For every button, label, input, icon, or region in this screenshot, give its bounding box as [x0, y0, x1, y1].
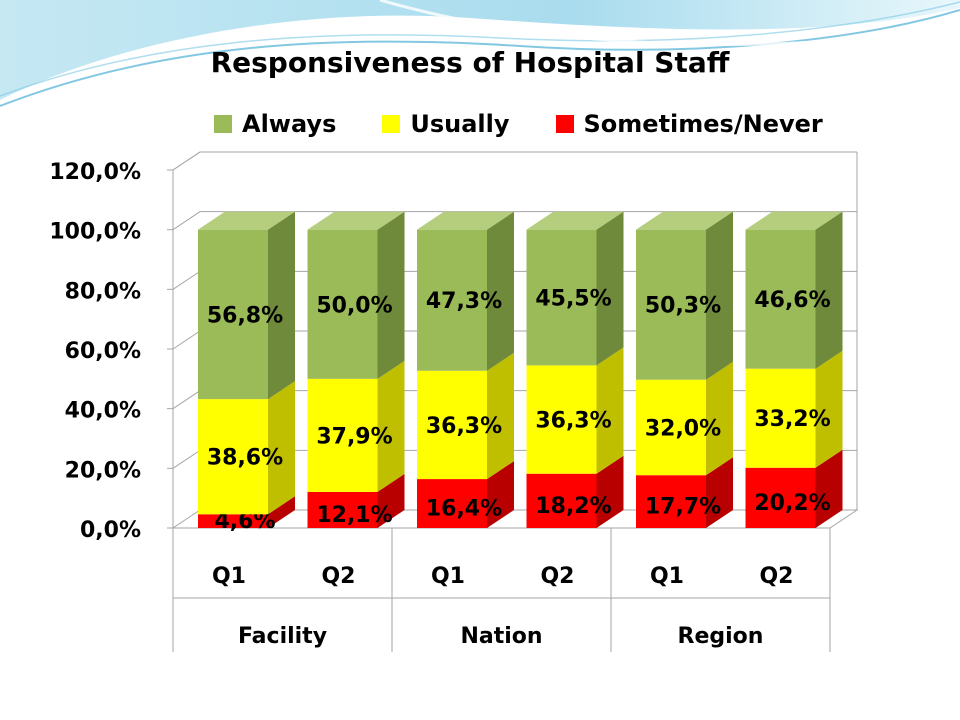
bar-segment-front — [198, 229, 268, 400]
bar-segment-front — [198, 399, 268, 515]
legend-item-usually: Usually — [382, 110, 510, 138]
bar-segment-side — [377, 360, 405, 492]
x-group-label: Facility — [238, 624, 327, 649]
bar-segment-front — [526, 229, 597, 366]
x-group-label: Region — [678, 624, 764, 649]
bar-segment-front — [526, 473, 597, 528]
x-category-label: Q2 — [321, 564, 355, 589]
bar-segment-side — [815, 449, 843, 528]
bar-segment-front — [307, 491, 378, 528]
data-label: 38,6% — [207, 446, 283, 471]
data-label: 47,3% — [426, 289, 502, 314]
y-tick-label: 0,0% — [80, 518, 141, 543]
bar-segment-front — [636, 475, 706, 528]
bar-segment-side — [268, 211, 295, 400]
bar-top — [307, 211, 405, 230]
bar-segment-side — [706, 361, 733, 476]
bar-top — [417, 211, 514, 230]
bar-segment-side — [706, 211, 733, 380]
data-label: 12,1% — [316, 503, 392, 528]
bar-segment-front — [636, 229, 706, 380]
y-tick-label: 100,0% — [49, 220, 141, 245]
legend-swatch-sometimes-never — [555, 115, 574, 133]
bar-segment-front — [745, 368, 816, 468]
bar-segment-side — [596, 347, 624, 474]
legend-item-sometimes-never: Sometimes/Never — [555, 110, 823, 138]
data-label: 50,3% — [645, 294, 721, 319]
bar-top — [198, 211, 295, 230]
bar-top — [526, 211, 624, 230]
data-label: 16,4% — [426, 497, 502, 522]
bar-segment-side — [596, 455, 624, 528]
data-label: 17,7% — [645, 495, 721, 520]
x-category-label: Q1 — [650, 564, 684, 589]
bar-segment-side — [706, 457, 733, 528]
bar-segment-side — [377, 211, 405, 379]
x-category-label: Q1 — [212, 564, 246, 589]
bar-segment-side — [815, 211, 843, 369]
bar-segment-side — [487, 211, 514, 371]
bar-segment-front — [307, 378, 378, 492]
data-label: 18,2% — [535, 494, 611, 519]
bar-top — [636, 211, 733, 230]
y-tick-label: 80,0% — [65, 279, 141, 304]
bar-segment-side — [377, 473, 405, 528]
bar-segment-side — [268, 496, 295, 528]
bar-segment-front — [636, 379, 706, 476]
bar-top — [745, 211, 843, 230]
bar-segment-side — [268, 381, 295, 515]
legend-swatch-always — [214, 115, 232, 133]
legend-item-always: Always — [214, 110, 336, 138]
bar-segment-front — [198, 514, 268, 528]
data-label: 33,2% — [754, 407, 830, 432]
x-category-label: Q1 — [431, 564, 465, 589]
data-label: 37,9% — [316, 424, 392, 449]
data-label: 36,3% — [426, 414, 502, 439]
y-tick-label: 20,0% — [65, 458, 141, 483]
legend-label-sometimes-never: Sometimes/Never — [583, 110, 823, 138]
bar-segment-front — [745, 229, 816, 369]
y-tick-label: 120,0% — [49, 160, 141, 185]
bar-segment-side — [815, 350, 843, 468]
gridline — [172, 151, 857, 171]
data-label: 45,5% — [535, 287, 611, 312]
x-category-label: Q2 — [540, 564, 574, 589]
legend-label-usually: Usually — [410, 110, 510, 138]
bar-segment-front — [417, 229, 487, 371]
bar-segment-side — [487, 461, 514, 528]
chart-legend: Always Usually Sometimes/Never — [214, 108, 869, 140]
data-label: 36,3% — [535, 409, 611, 434]
bar-segment-side — [596, 211, 624, 366]
chart-title: Responsiveness of Hospital Staff — [210, 46, 730, 79]
data-label: 50,0% — [316, 293, 392, 318]
bar-segment-front — [526, 365, 597, 474]
y-tick-label: 60,0% — [65, 339, 141, 364]
bar-segment-side — [487, 352, 514, 480]
gridline — [172, 211, 857, 231]
bar-segment-front — [307, 229, 378, 379]
bar-segment-front — [417, 370, 487, 480]
legend-swatch-usually — [382, 115, 401, 133]
x-category-label: Q2 — [759, 564, 793, 589]
bar-segment-front — [745, 467, 816, 528]
data-label: 20,2% — [754, 491, 830, 516]
x-group-label: Nation — [460, 624, 542, 649]
data-label: 56,8% — [207, 303, 283, 328]
bar-segment-front — [417, 479, 487, 528]
y-tick-label: 40,0% — [65, 399, 141, 424]
data-label: 46,6% — [754, 288, 830, 313]
legend-label-always: Always — [242, 110, 337, 138]
data-label: 32,0% — [645, 416, 721, 441]
